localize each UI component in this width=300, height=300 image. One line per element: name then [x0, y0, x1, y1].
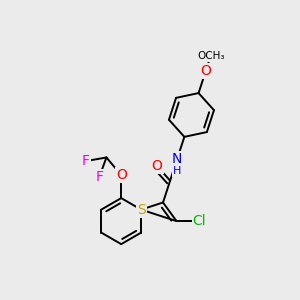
- Text: F: F: [82, 154, 90, 168]
- Text: Cl: Cl: [193, 214, 206, 228]
- Text: O: O: [116, 168, 127, 182]
- Text: O: O: [200, 64, 211, 78]
- Text: S: S: [137, 202, 146, 217]
- Text: N: N: [172, 152, 182, 166]
- Text: OCH₃: OCH₃: [197, 51, 224, 61]
- Text: F: F: [95, 170, 103, 184]
- Text: H: H: [173, 167, 182, 176]
- Text: O: O: [152, 159, 163, 173]
